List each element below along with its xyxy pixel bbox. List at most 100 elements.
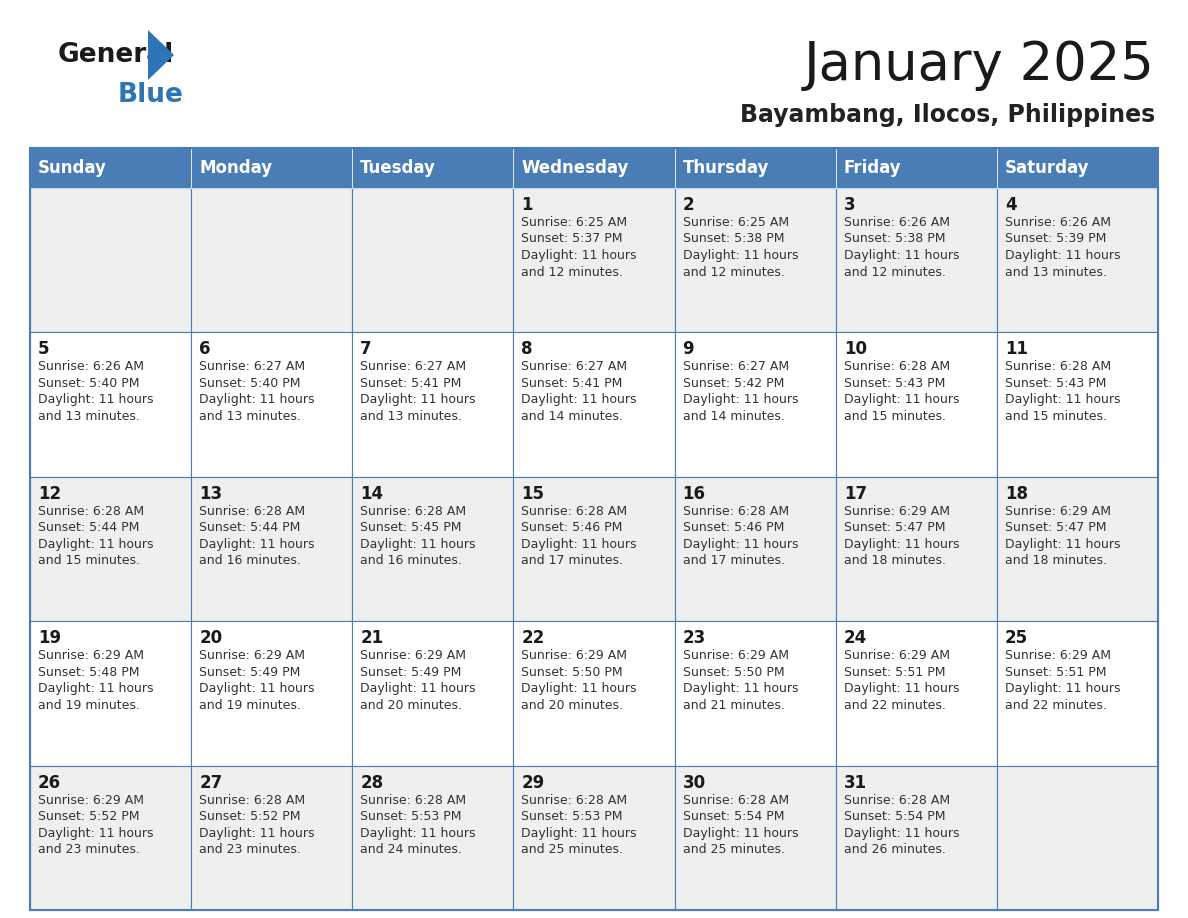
Bar	[513, 188, 675, 332]
Text: and 15 minutes.: and 15 minutes.	[38, 554, 140, 567]
Text: Daylight: 11 hours: Daylight: 11 hours	[522, 682, 637, 695]
Text: Sunrise: 6:28 AM: Sunrise: 6:28 AM	[522, 505, 627, 518]
Text: Daylight: 11 hours: Daylight: 11 hours	[683, 394, 798, 407]
Bar	[353, 476, 513, 621]
Text: Sunset: 5:39 PM: Sunset: 5:39 PM	[1005, 232, 1106, 245]
Bar	[835, 766, 997, 910]
Bar	[675, 188, 835, 332]
Bar	[997, 188, 1158, 332]
Bar	[30, 148, 191, 188]
Text: Sunset: 5:48 PM: Sunset: 5:48 PM	[38, 666, 139, 678]
Text: Sunset: 5:38 PM: Sunset: 5:38 PM	[843, 232, 946, 245]
Text: 8: 8	[522, 341, 533, 358]
Text: Sunset: 5:37 PM: Sunset: 5:37 PM	[522, 232, 623, 245]
Text: Friday: Friday	[843, 159, 902, 177]
Text: Sunrise: 6:29 AM: Sunrise: 6:29 AM	[360, 649, 466, 662]
Text: and 18 minutes.: and 18 minutes.	[843, 554, 946, 567]
Text: and 23 minutes.: and 23 minutes.	[200, 843, 301, 856]
Bar	[513, 621, 675, 766]
Text: Sunrise: 6:25 AM: Sunrise: 6:25 AM	[683, 216, 789, 229]
Text: Sunrise: 6:29 AM: Sunrise: 6:29 AM	[843, 505, 949, 518]
Text: Daylight: 11 hours: Daylight: 11 hours	[843, 394, 959, 407]
Text: Sunrise: 6:28 AM: Sunrise: 6:28 AM	[38, 505, 144, 518]
Text: Sunrise: 6:27 AM: Sunrise: 6:27 AM	[683, 361, 789, 374]
Text: Daylight: 11 hours: Daylight: 11 hours	[38, 538, 153, 551]
Bar	[513, 476, 675, 621]
Text: 7: 7	[360, 341, 372, 358]
Text: Monday: Monday	[200, 159, 272, 177]
Text: Daylight: 11 hours: Daylight: 11 hours	[1005, 538, 1120, 551]
Text: and 22 minutes.: and 22 minutes.	[843, 699, 946, 711]
Bar	[675, 332, 835, 476]
Text: Sunrise: 6:28 AM: Sunrise: 6:28 AM	[360, 793, 467, 807]
Text: Tuesday: Tuesday	[360, 159, 436, 177]
Text: Sunrise: 6:29 AM: Sunrise: 6:29 AM	[38, 649, 144, 662]
Text: Sunrise: 6:25 AM: Sunrise: 6:25 AM	[522, 216, 627, 229]
Text: Sunset: 5:53 PM: Sunset: 5:53 PM	[522, 810, 623, 823]
Text: Sunrise: 6:28 AM: Sunrise: 6:28 AM	[200, 505, 305, 518]
Bar	[835, 188, 997, 332]
Polygon shape	[148, 30, 173, 80]
Text: 1: 1	[522, 196, 533, 214]
Text: 6: 6	[200, 341, 210, 358]
Bar	[30, 766, 191, 910]
Text: Sunset: 5:50 PM: Sunset: 5:50 PM	[683, 666, 784, 678]
Text: 17: 17	[843, 485, 867, 503]
Bar	[835, 621, 997, 766]
Text: 11: 11	[1005, 341, 1028, 358]
Text: Sunrise: 6:28 AM: Sunrise: 6:28 AM	[1005, 361, 1111, 374]
Bar	[30, 621, 191, 766]
Text: and 12 minutes.: and 12 minutes.	[843, 265, 946, 278]
Text: 2: 2	[683, 196, 694, 214]
Text: Sunrise: 6:29 AM: Sunrise: 6:29 AM	[522, 649, 627, 662]
Text: 16: 16	[683, 485, 706, 503]
Text: Daylight: 11 hours: Daylight: 11 hours	[522, 826, 637, 840]
Text: Sunset: 5:41 PM: Sunset: 5:41 PM	[360, 377, 462, 390]
Text: Blue: Blue	[118, 82, 184, 108]
Text: and 20 minutes.: and 20 minutes.	[522, 699, 624, 711]
Text: and 14 minutes.: and 14 minutes.	[683, 410, 784, 423]
Text: Daylight: 11 hours: Daylight: 11 hours	[522, 249, 637, 262]
Text: Thursday: Thursday	[683, 159, 769, 177]
Text: Daylight: 11 hours: Daylight: 11 hours	[843, 826, 959, 840]
Bar	[353, 621, 513, 766]
Text: Sunrise: 6:28 AM: Sunrise: 6:28 AM	[683, 793, 789, 807]
Bar	[353, 148, 513, 188]
Text: Daylight: 11 hours: Daylight: 11 hours	[683, 826, 798, 840]
Text: Daylight: 11 hours: Daylight: 11 hours	[1005, 394, 1120, 407]
Text: and 16 minutes.: and 16 minutes.	[360, 554, 462, 567]
Text: Sunset: 5:46 PM: Sunset: 5:46 PM	[683, 521, 784, 534]
Text: 24: 24	[843, 629, 867, 647]
Text: Sunset: 5:38 PM: Sunset: 5:38 PM	[683, 232, 784, 245]
Text: 25: 25	[1005, 629, 1028, 647]
Bar	[997, 621, 1158, 766]
Text: Sunset: 5:42 PM: Sunset: 5:42 PM	[683, 377, 784, 390]
Text: Daylight: 11 hours: Daylight: 11 hours	[360, 538, 475, 551]
Bar	[835, 332, 997, 476]
Text: Daylight: 11 hours: Daylight: 11 hours	[38, 682, 153, 695]
Text: Sunset: 5:53 PM: Sunset: 5:53 PM	[360, 810, 462, 823]
Text: Sunset: 5:50 PM: Sunset: 5:50 PM	[522, 666, 623, 678]
Text: Sunset: 5:44 PM: Sunset: 5:44 PM	[38, 521, 139, 534]
Bar	[191, 188, 353, 332]
Bar	[835, 148, 997, 188]
Text: and 25 minutes.: and 25 minutes.	[683, 843, 784, 856]
Text: 31: 31	[843, 774, 867, 791]
Text: and 18 minutes.: and 18 minutes.	[1005, 554, 1107, 567]
Text: 30: 30	[683, 774, 706, 791]
Text: Sunset: 5:40 PM: Sunset: 5:40 PM	[38, 377, 139, 390]
Text: Daylight: 11 hours: Daylight: 11 hours	[522, 394, 637, 407]
Text: Daylight: 11 hours: Daylight: 11 hours	[843, 538, 959, 551]
Text: and 26 minutes.: and 26 minutes.	[843, 843, 946, 856]
Bar	[513, 766, 675, 910]
Text: Sunset: 5:52 PM: Sunset: 5:52 PM	[200, 810, 301, 823]
Text: and 19 minutes.: and 19 minutes.	[200, 699, 301, 711]
Text: Sunset: 5:43 PM: Sunset: 5:43 PM	[1005, 377, 1106, 390]
Text: Sunrise: 6:29 AM: Sunrise: 6:29 AM	[843, 649, 949, 662]
Text: Sunrise: 6:27 AM: Sunrise: 6:27 AM	[200, 361, 305, 374]
Bar	[191, 332, 353, 476]
Bar	[675, 148, 835, 188]
Text: Daylight: 11 hours: Daylight: 11 hours	[200, 826, 315, 840]
Text: Sunrise: 6:28 AM: Sunrise: 6:28 AM	[843, 793, 950, 807]
Text: and 21 minutes.: and 21 minutes.	[683, 699, 784, 711]
